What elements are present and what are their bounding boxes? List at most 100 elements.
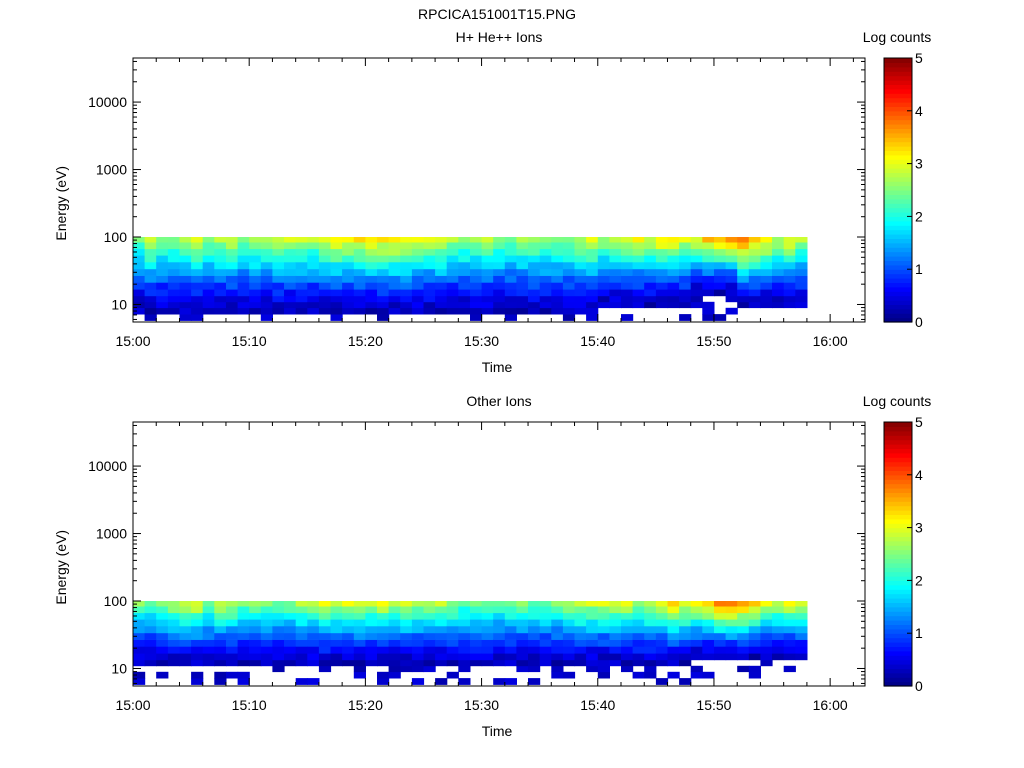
heatmap-cell [202, 601, 215, 607]
heatmap-cell [342, 282, 355, 290]
x-tick-label: 15:00 [115, 333, 150, 349]
heatmap-cell [237, 639, 250, 647]
heatmap-cell [202, 659, 215, 667]
heatmap-cell [760, 248, 773, 256]
heatmap-cell [318, 255, 332, 263]
colorbar-segment [884, 203, 912, 209]
heatmap-cell [365, 619, 378, 627]
heatmap-cell [737, 646, 750, 654]
heatmap-cell [760, 632, 773, 640]
heatmap-cell [226, 307, 239, 315]
colorbar-segment [884, 642, 912, 647]
heatmap-cell [679, 255, 692, 263]
heatmap-cell [249, 295, 262, 303]
heatmap-cell [655, 268, 669, 276]
heatmap-cell [493, 248, 506, 256]
heatmap-cell [621, 242, 634, 250]
heatmap-cell [342, 659, 355, 667]
heatmap-cell [202, 237, 215, 243]
colorbar-segment [884, 655, 912, 661]
heatmap-cell [423, 295, 436, 303]
heatmap-cell [388, 261, 401, 270]
heatmap-cell [690, 625, 703, 634]
heatmap-cell [388, 268, 401, 276]
heatmap-cell [446, 255, 459, 263]
heatmap-cell [446, 301, 459, 309]
colorbar-segment [884, 97, 912, 103]
colorbar-segment [884, 238, 912, 244]
heatmap-cell [470, 612, 483, 620]
heatmap-cell [272, 653, 285, 661]
heatmap-cell [539, 307, 552, 315]
heatmap-cell [772, 255, 785, 263]
heatmap-cell [516, 601, 529, 607]
heatmap-cell [353, 612, 366, 620]
heatmap-cell [586, 606, 599, 614]
heatmap-cell [260, 612, 273, 620]
heatmap-cell [644, 619, 657, 627]
heatmap-cell [377, 632, 390, 640]
heatmap-cell [574, 289, 587, 297]
colorbar-segment [884, 225, 912, 231]
heatmap-cell [237, 242, 250, 250]
heatmap-cell [667, 248, 680, 256]
heatmap-cell [574, 282, 587, 290]
heatmap-cell [284, 659, 297, 667]
heatmap-cell [690, 606, 703, 614]
x-tick-label: 15:30 [464, 697, 499, 713]
colorbar-segment [884, 291, 912, 297]
colorbar-label: Log counts [863, 393, 932, 409]
heatmap-cell [516, 665, 529, 673]
heatmap-cell [562, 632, 576, 640]
x-tick-label: 15:40 [580, 697, 615, 713]
heatmap-cell [167, 275, 181, 283]
heatmap-cell [388, 659, 401, 667]
heatmap-cell [318, 632, 332, 640]
colorbar-segment [884, 278, 912, 283]
heatmap-cell [458, 619, 471, 627]
heatmap-cell [690, 242, 703, 250]
heatmap-cell [516, 295, 529, 303]
heatmap-cell [144, 248, 157, 256]
heatmap-cell [202, 289, 215, 297]
heatmap-cell [493, 255, 506, 263]
heatmap-cell [458, 307, 471, 315]
heatmap-cell [621, 301, 634, 309]
heatmap-cell [156, 242, 169, 250]
x-axis-label: Time [482, 359, 513, 375]
heatmap-cell [655, 619, 669, 627]
heatmap-cell [725, 653, 738, 661]
heatmap-cell [353, 606, 366, 614]
heatmap-cell [260, 653, 273, 661]
heatmap-cell [307, 606, 320, 614]
heatmap-cell [597, 612, 610, 620]
heatmap-cell [516, 261, 529, 270]
heatmap-cell [539, 659, 552, 667]
heatmap-cell [411, 295, 425, 303]
heatmap-cell [446, 606, 459, 614]
heatmap-cell [365, 268, 378, 276]
heatmap-cell [365, 606, 378, 614]
heatmap-cell [795, 625, 808, 634]
heatmap-cell [632, 653, 645, 661]
heatmap-cell [365, 255, 378, 263]
heatmap-cell [307, 289, 320, 297]
heatmap-cell [644, 612, 657, 620]
heatmap-cell [597, 653, 610, 661]
heatmap-cell [679, 237, 692, 243]
heatmap-cell [493, 659, 506, 667]
heatmap-cell [318, 237, 332, 243]
heatmap-cell [133, 242, 146, 250]
heatmap-cell [621, 639, 634, 647]
heatmap-cell [539, 301, 552, 309]
heatmap-cell [284, 255, 297, 263]
heatmap-cell [644, 255, 657, 263]
heatmap-cell [760, 606, 773, 614]
heatmap-cell [249, 268, 262, 276]
heatmap-cell [609, 639, 622, 647]
heatmap-cell [365, 237, 378, 243]
heatmap-cell [609, 242, 622, 250]
colorbar-segment [884, 313, 912, 319]
colorbar-segment [884, 620, 912, 625]
heatmap-cell [725, 295, 738, 303]
